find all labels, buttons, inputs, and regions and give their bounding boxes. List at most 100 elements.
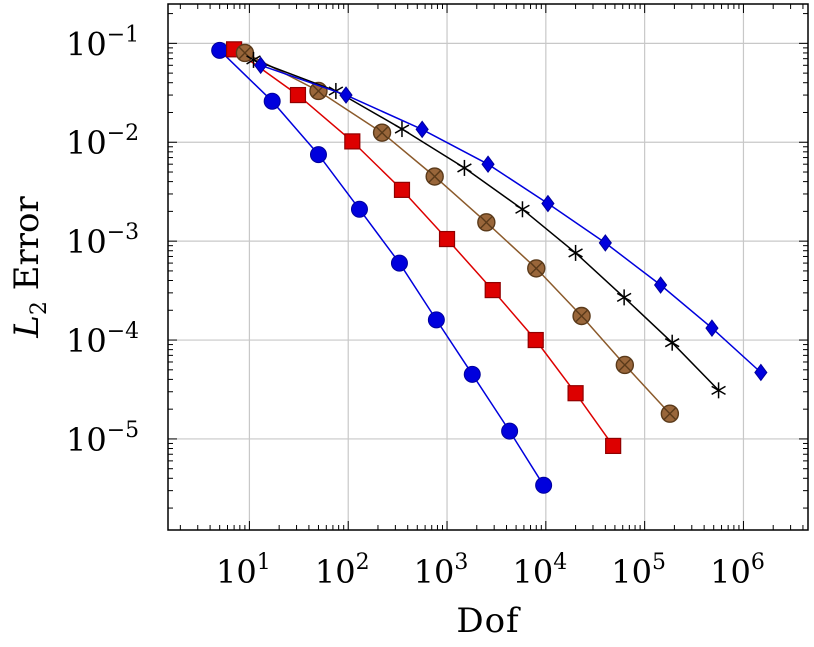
y-tick-label: 10−4	[66, 319, 139, 360]
y-tick-label-base: 10	[66, 223, 107, 261]
series-2-point	[344, 133, 361, 150]
series-3-line	[244, 52, 671, 415]
x-tick-label-exponent: 2	[356, 550, 370, 575]
x-tick-label: 101	[216, 550, 271, 591]
y-tick-label-base: 10	[66, 322, 107, 360]
series-4-point	[616, 289, 632, 306]
marker-cross	[428, 170, 442, 184]
series-3-point	[572, 306, 591, 326]
series-1-point	[501, 422, 519, 440]
series-3-point	[660, 404, 680, 423]
x-tick-label-exponent: 4	[553, 550, 567, 575]
x-tick-label-exponent: 6	[751, 550, 765, 575]
series-5-point	[481, 155, 495, 174]
series-1-line	[219, 49, 545, 486]
marker-stroke	[457, 163, 472, 173]
series-5-point	[339, 86, 353, 104]
x-tick-label-base: 10	[710, 553, 751, 591]
series-4-point	[568, 244, 583, 261]
y-tick-label-base: 10	[66, 25, 107, 63]
series-4-point	[394, 121, 410, 138]
series-5-point	[541, 194, 555, 213]
marker-cross	[238, 46, 252, 60]
y-tick-label: 10−2	[66, 121, 139, 162]
x-tick-label: 105	[611, 550, 666, 591]
series-5-point	[705, 319, 719, 337]
marker-cross	[663, 407, 677, 421]
marker-cross	[618, 358, 632, 372]
series-2-point	[605, 437, 622, 455]
marker-stroke	[616, 292, 632, 303]
series-5-point	[653, 276, 668, 294]
y-axis-label-sub: 2	[27, 301, 52, 315]
series-1-point	[427, 311, 445, 329]
x-tick-label-base: 10	[414, 553, 455, 591]
series-3-point	[615, 355, 635, 375]
tick-layer	[168, 4, 808, 530]
series-4-point	[711, 382, 726, 399]
series-1-point	[309, 146, 327, 164]
y-tick-label-exponent: −3	[107, 220, 139, 245]
y-axis-label-main: L	[7, 315, 47, 339]
x-tick-label: 104	[512, 550, 567, 591]
marker-cross	[375, 126, 389, 140]
plot-area-frame	[167, 3, 809, 531]
y-axis-label-rest: Error	[7, 196, 47, 302]
series-2-point	[438, 230, 456, 248]
y-tick-label: 10−1	[66, 22, 139, 63]
series-5-point	[598, 234, 612, 252]
series-5-point	[254, 56, 268, 75]
series-5-line	[260, 64, 762, 374]
series-1-point	[211, 41, 229, 59]
series-5-point	[754, 363, 768, 382]
series-4-point	[457, 159, 472, 176]
series-4-point	[515, 201, 530, 218]
series-2-point	[393, 181, 411, 198]
series-3-point	[527, 259, 546, 278]
x-tick-label: 103	[414, 550, 469, 591]
y-tick-label: 10−5	[66, 418, 139, 459]
series-5-point	[415, 120, 429, 139]
series-3-point	[477, 213, 496, 232]
series-1-point	[350, 200, 368, 218]
marker-stroke	[568, 248, 583, 258]
y-tick-label-base: 10	[66, 124, 107, 162]
y-tick-label-exponent: −1	[107, 22, 139, 47]
marker-cross	[529, 261, 543, 275]
series-1-point	[463, 365, 481, 383]
series-1-point	[390, 254, 408, 272]
x-tick-label-base: 10	[512, 553, 553, 591]
x-tick-label: 106	[710, 550, 765, 591]
marker-stroke	[711, 385, 726, 395]
y-tick-label: 10−3	[66, 220, 139, 261]
marker-cross	[575, 309, 589, 323]
x-axis-label: Dof	[456, 601, 521, 641]
grid-layer	[168, 4, 808, 530]
series-4-point	[664, 334, 680, 351]
series-1-point	[263, 92, 281, 110]
series-2-point	[484, 281, 501, 299]
y-tick-label-base: 10	[66, 421, 107, 459]
y-axis-label: L2 Error	[7, 196, 52, 339]
marker-stroke	[664, 338, 680, 348]
marker-stroke	[394, 124, 410, 134]
series-2-point	[289, 86, 307, 104]
series-1-point	[535, 476, 553, 494]
series-2-line	[233, 48, 614, 447]
x-tick-label-exponent: 3	[454, 550, 468, 575]
x-tick-label-base: 10	[611, 553, 652, 591]
series-2-point	[567, 385, 584, 402]
x-tick-label: 102	[315, 550, 370, 591]
x-tick-label-exponent: 1	[257, 550, 271, 575]
y-tick-label-exponent: −5	[107, 418, 139, 443]
marker-cross	[479, 215, 493, 229]
series-3-point	[372, 123, 392, 142]
series-layer	[211, 41, 768, 494]
x-tick-label-base: 10	[315, 553, 356, 591]
series-2-point	[527, 331, 544, 349]
x-tick-label-base: 10	[216, 553, 257, 591]
x-tick-label-exponent: 5	[652, 550, 666, 575]
